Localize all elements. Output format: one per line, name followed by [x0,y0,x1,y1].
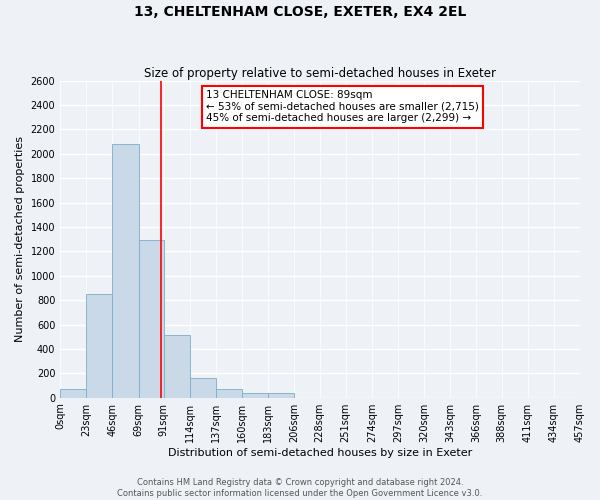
Title: Size of property relative to semi-detached houses in Exeter: Size of property relative to semi-detach… [144,66,496,80]
Bar [164,335,190,398]
Bar [60,389,86,398]
Bar [216,389,242,398]
Bar [139,240,164,398]
Bar [112,144,139,398]
Text: Contains HM Land Registry data © Crown copyright and database right 2024.
Contai: Contains HM Land Registry data © Crown c… [118,478,482,498]
Y-axis label: Number of semi-detached properties: Number of semi-detached properties [15,136,25,342]
Bar [86,294,112,398]
Bar [268,394,295,398]
Text: 13, CHELTENHAM CLOSE, EXETER, EX4 2EL: 13, CHELTENHAM CLOSE, EXETER, EX4 2EL [134,5,466,19]
X-axis label: Distribution of semi-detached houses by size in Exeter: Distribution of semi-detached houses by … [168,448,472,458]
Bar [242,393,268,398]
Text: 13 CHELTENHAM CLOSE: 89sqm
← 53% of semi-detached houses are smaller (2,715)
45%: 13 CHELTENHAM CLOSE: 89sqm ← 53% of semi… [206,90,479,124]
Bar [190,378,216,398]
